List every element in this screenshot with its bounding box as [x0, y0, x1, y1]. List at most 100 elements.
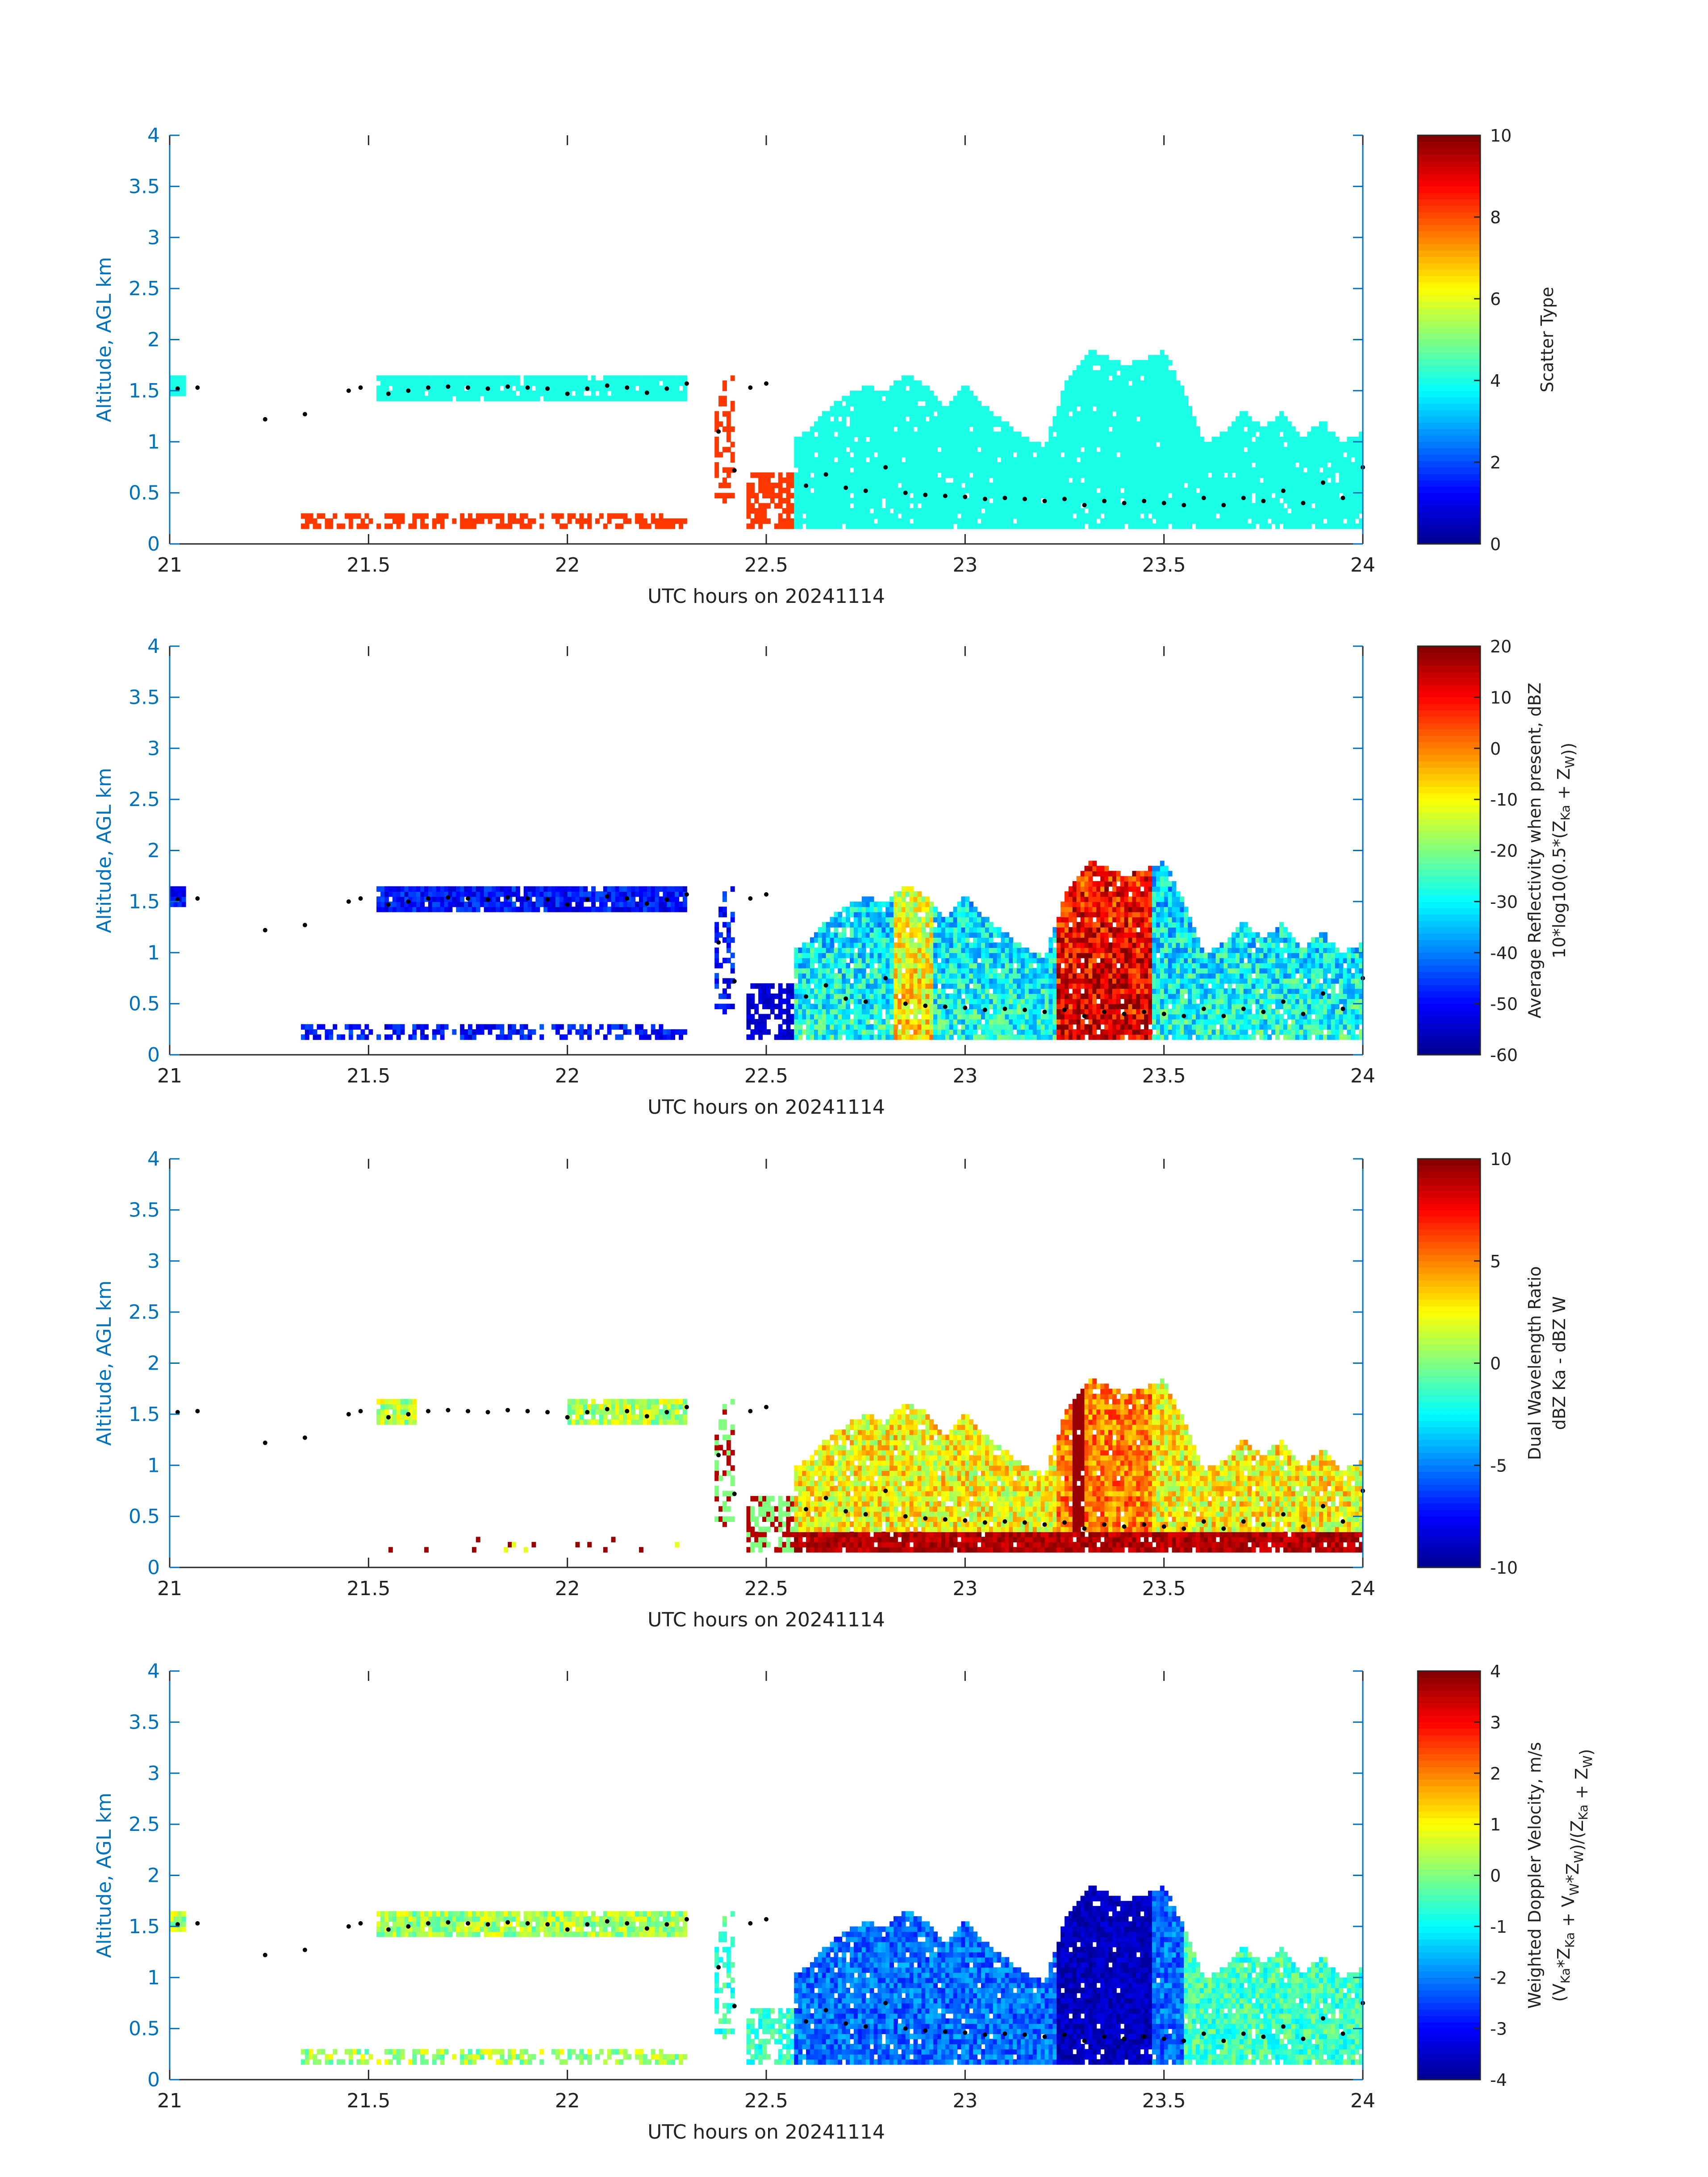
heatmap-cell — [1021, 508, 1025, 514]
heatmap-cell — [1036, 523, 1041, 529]
heatmap-cell — [575, 380, 580, 386]
heatmap-cell — [1211, 472, 1216, 478]
heatmap-cell — [909, 498, 914, 504]
heatmap-cell — [937, 508, 942, 514]
heatmap-cell — [1088, 406, 1093, 412]
heatmap-cell — [714, 426, 719, 432]
heatmap-cell — [615, 886, 620, 892]
heatmap-cell — [834, 411, 839, 417]
heatmap-cell — [1061, 436, 1065, 443]
heatmap-cell — [1065, 385, 1069, 391]
heatmap-cell — [885, 411, 890, 417]
heatmap-cell — [1001, 508, 1006, 514]
heatmap-cell — [1239, 457, 1244, 463]
heatmap-cell — [563, 907, 568, 912]
heatmap-cell — [993, 498, 998, 504]
heatmap-cell — [897, 390, 902, 397]
heatmap-cell — [655, 886, 660, 892]
cloud-base-dot — [883, 465, 888, 470]
heatmap-cell — [778, 1029, 783, 1035]
heatmap-cell — [1203, 513, 1208, 519]
heatmap-cell — [1160, 477, 1165, 483]
heatmap-cell — [1017, 447, 1021, 453]
heatmap-cell — [802, 983, 807, 989]
heatmap-cell — [1319, 472, 1324, 478]
heatmap-cell — [885, 452, 890, 458]
heatmap-cell — [1120, 370, 1125, 376]
heatmap-cell — [647, 886, 651, 892]
heatmap-cell — [714, 447, 719, 453]
heatmap-cell — [504, 523, 509, 529]
heatmap-cell — [631, 385, 636, 391]
heatmap-cell — [961, 503, 966, 509]
heatmap-cell — [1243, 421, 1248, 427]
heatmap-cell — [1203, 462, 1208, 468]
heatmap-cell — [806, 953, 810, 958]
heatmap-cell — [869, 523, 874, 529]
heatmap-cell — [551, 385, 556, 391]
heatmap-cell — [822, 513, 827, 519]
heatmap-cell — [1228, 462, 1232, 468]
heatmap-cell — [1180, 390, 1185, 397]
heatmap-cell — [571, 891, 576, 897]
heatmap-cell — [432, 901, 437, 907]
heatmap-cell — [810, 436, 814, 443]
heatmap-cell — [730, 426, 735, 432]
heatmap-cell — [1287, 467, 1292, 473]
heatmap-cell — [818, 503, 823, 509]
heatmap-cell — [1044, 462, 1049, 468]
heatmap-cell — [993, 447, 998, 453]
heatmap-cell — [1172, 482, 1177, 489]
heatmap-cell — [1096, 457, 1101, 463]
heatmap-cell — [969, 390, 974, 397]
heatmap-cell — [1259, 426, 1264, 432]
heatmap-cell — [794, 436, 799, 443]
heatmap-cell — [563, 375, 568, 381]
heatmap-cell — [953, 447, 958, 453]
heatmap-cell — [1255, 503, 1260, 509]
heatmap-cell — [1295, 477, 1300, 483]
heatmap-cell — [925, 462, 930, 468]
heatmap-cell — [599, 380, 604, 386]
heatmap-cell — [977, 426, 981, 432]
heatmap-cell — [925, 457, 930, 463]
heatmap-cell — [659, 518, 664, 524]
heatmap-cell — [953, 482, 958, 489]
heatmap-cell — [460, 1024, 465, 1030]
heatmap-cell — [949, 442, 954, 447]
heatmap-cell — [555, 891, 560, 897]
heatmap-cell — [1096, 467, 1101, 473]
heatmap-cell — [1267, 431, 1272, 437]
heatmap-cell — [400, 907, 405, 912]
heatmap-cell — [416, 891, 421, 897]
heatmap-cell — [802, 472, 807, 478]
colorbar-segment — [1418, 384, 1480, 391]
heatmap-cell — [519, 907, 524, 912]
heatmap-cell — [885, 493, 890, 498]
heatmap-cell — [436, 375, 441, 381]
heatmap-cell — [1052, 513, 1057, 519]
heatmap-cell — [400, 1029, 405, 1035]
heatmap-cell — [1005, 452, 1010, 458]
heatmap-cell — [456, 390, 461, 397]
heatmap-cell — [1084, 411, 1089, 417]
heatmap-cell — [1207, 498, 1212, 504]
heatmap-cell — [631, 886, 636, 892]
heatmap-cell — [607, 1029, 612, 1035]
heatmap-cell — [945, 513, 950, 519]
heatmap-cell — [714, 983, 719, 989]
heatmap-cell — [1271, 442, 1276, 447]
heatmap-cell — [1195, 452, 1200, 458]
heatmap-cell — [762, 1019, 767, 1025]
heatmap-cell — [384, 907, 389, 912]
heatmap-cell — [519, 518, 524, 524]
heatmap-cell — [1192, 421, 1196, 427]
heatmap-cell — [1112, 457, 1117, 463]
heatmap-cell — [484, 513, 489, 519]
heatmap-cell — [1279, 442, 1284, 447]
heatmap-cell — [301, 523, 305, 529]
heatmap-cell — [1076, 442, 1081, 447]
heatmap-cell — [1311, 447, 1316, 453]
heatmap-cell — [1335, 442, 1340, 447]
heatmap-cell — [830, 488, 835, 493]
